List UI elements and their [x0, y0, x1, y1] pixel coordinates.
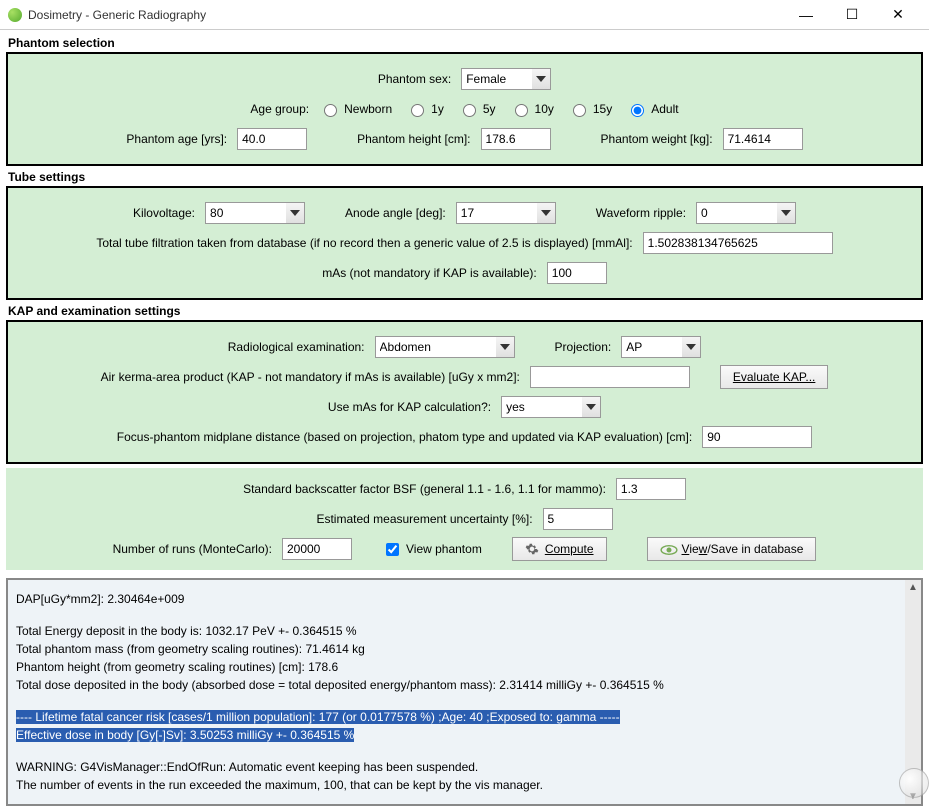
window-titlebar: Dosimetry - Generic Radiography — ☐ ✕ — [0, 0, 929, 30]
eye-icon — [660, 544, 676, 554]
age-radio-input[interactable] — [515, 104, 528, 117]
log-line: Total Energy deposit in the body is: 103… — [16, 622, 897, 640]
output-log[interactable]: DAP[uGy*mm2]: 2.30464e+009 Total Energy … — [8, 580, 905, 804]
log-line: DAP[uGy*mm2]: 2.30464e+009 — [16, 590, 897, 608]
runs-label: Number of runs (MonteCarlo): — [113, 542, 272, 556]
age-radio-input[interactable] — [324, 104, 337, 117]
age-radio-newborn[interactable]: Newborn — [319, 101, 392, 117]
filtration-label: Total tube filtration taken from databas… — [96, 236, 632, 250]
compute-button[interactable]: Compute — [512, 537, 607, 561]
phantom-weight-input[interactable] — [723, 128, 803, 150]
age-radio-label: 15y — [593, 102, 612, 116]
tube-legend: Tube settings — [8, 170, 921, 184]
exam-select[interactable]: Abdomen — [375, 336, 515, 358]
proj-select[interactable]: AP — [621, 336, 701, 358]
window-title: Dosimetry - Generic Radiography — [28, 8, 783, 22]
phantom-weight-label: Phantom weight [kg]: — [601, 132, 713, 146]
mas-input[interactable] — [547, 262, 607, 284]
mas-label: mAs (not mandatory if KAP is available): — [322, 266, 537, 280]
log-line: Total phantom mass (from geometry scalin… — [16, 640, 897, 658]
phantom-height-input[interactable] — [481, 128, 551, 150]
age-radio-label: 1y — [431, 102, 444, 116]
age-radio-1y[interactable]: 1y — [406, 101, 444, 117]
log-line-highlight: ---- Lifetime fatal cancer risk [cases/1… — [16, 710, 620, 724]
ripple-select[interactable]: 0 — [696, 202, 796, 224]
age-radio-label: Adult — [651, 102, 678, 116]
phantom-legend: Phantom selection — [8, 36, 921, 50]
kap-legend: KAP and examination settings — [8, 304, 921, 318]
age-group-radios: Newborn 1y 5y 10y 15y Adult — [319, 101, 678, 117]
bsf-label: Standard backscatter factor BSF (general… — [243, 482, 606, 496]
bsf-input[interactable] — [616, 478, 686, 500]
age-group-label: Age group: — [250, 102, 309, 116]
unc-label: Estimated measurement uncertainty [%]: — [316, 512, 532, 526]
phantom-selection-panel: Phantom sex: Female Age group: Newborn 1y… — [6, 52, 923, 166]
exam-label: Radiological examination: — [228, 340, 365, 354]
tube-settings-panel: Kilovoltage: 80 Anode angle [deg]: 17 Wa… — [6, 186, 923, 300]
kap-settings-panel: Radiological examination: Abdomen Projec… — [6, 320, 923, 464]
age-radio-input[interactable] — [411, 104, 424, 117]
phantom-height-label: Phantom height [cm]: — [357, 132, 470, 146]
kap-input[interactable] — [530, 366, 690, 388]
age-radio-5y[interactable]: 5y — [458, 101, 496, 117]
age-radio-15y[interactable]: 15y — [568, 101, 612, 117]
kap-label: Air kerma-area product (KAP - not mandat… — [101, 370, 520, 384]
evaluate-kap-button[interactable]: Evaluate KAP... — [720, 365, 829, 389]
age-radio-input[interactable] — [573, 104, 586, 117]
minimize-button[interactable]: — — [783, 0, 829, 30]
age-radio-10y[interactable]: 10y — [510, 101, 554, 117]
magnifier-overlay — [899, 768, 929, 798]
output-panel: DAP[uGy*mm2]: 2.30464e+009 Total Energy … — [6, 578, 923, 806]
log-line: WARNING: G4VisManager::EndOfRun: Automat… — [16, 758, 897, 776]
scroll-up-icon[interactable]: ▲ — [908, 582, 918, 593]
view-phantom-label: View phantom — [406, 542, 482, 556]
kv-select[interactable]: 80 — [205, 202, 305, 224]
log-line: The number of events in the run exceeded… — [16, 776, 897, 794]
age-radio-adult[interactable]: Adult — [626, 101, 678, 117]
log-line-highlight: Effective dose in body [Gy[-]Sv]: 3.5025… — [16, 728, 354, 742]
anode-label: Anode angle [deg]: — [345, 206, 446, 220]
log-line: Phantom height (from geometry scaling ro… — [16, 658, 897, 676]
view-save-button[interactable]: View/Save in database — [647, 537, 817, 561]
app-icon — [8, 8, 22, 22]
use-mas-select[interactable]: yes — [501, 396, 601, 418]
distance-label: Focus-phantom midplane distance (based o… — [117, 430, 692, 444]
kv-label: Kilovoltage: — [133, 206, 195, 220]
phantom-age-label: Phantom age [yrs]: — [126, 132, 227, 146]
view-phantom-input[interactable] — [386, 543, 399, 556]
age-radio-input[interactable] — [463, 104, 476, 117]
age-radio-label: Newborn — [344, 102, 392, 116]
age-radio-label: 10y — [535, 102, 554, 116]
unc-input[interactable] — [543, 508, 613, 530]
window-controls: — ☐ ✕ — [783, 0, 921, 30]
extra-settings-panel: Standard backscatter factor BSF (general… — [6, 468, 923, 570]
phantom-sex-label: Phantom sex: — [378, 72, 451, 86]
anode-select[interactable]: 17 — [456, 202, 556, 224]
distance-input[interactable] — [702, 426, 812, 448]
gear-icon — [525, 542, 539, 556]
runs-input[interactable] — [282, 538, 352, 560]
close-button[interactable]: ✕ — [875, 0, 921, 30]
main-content: Phantom selection Phantom sex: Female Ag… — [0, 30, 929, 574]
view-phantom-checkbox[interactable]: View phantom — [382, 540, 482, 559]
phantom-sex-select[interactable]: Female — [461, 68, 551, 90]
maximize-button[interactable]: ☐ — [829, 0, 875, 30]
use-mas-label: Use mAs for KAP calculation?: — [328, 400, 491, 414]
filtration-input[interactable] — [643, 232, 833, 254]
age-radio-input[interactable] — [631, 104, 644, 117]
phantom-age-input[interactable] — [237, 128, 307, 150]
proj-label: Projection: — [555, 340, 612, 354]
log-line: Total dose deposited in the body (absorb… — [16, 676, 897, 694]
ripple-label: Waveform ripple: — [596, 206, 686, 220]
age-radio-label: 5y — [483, 102, 496, 116]
